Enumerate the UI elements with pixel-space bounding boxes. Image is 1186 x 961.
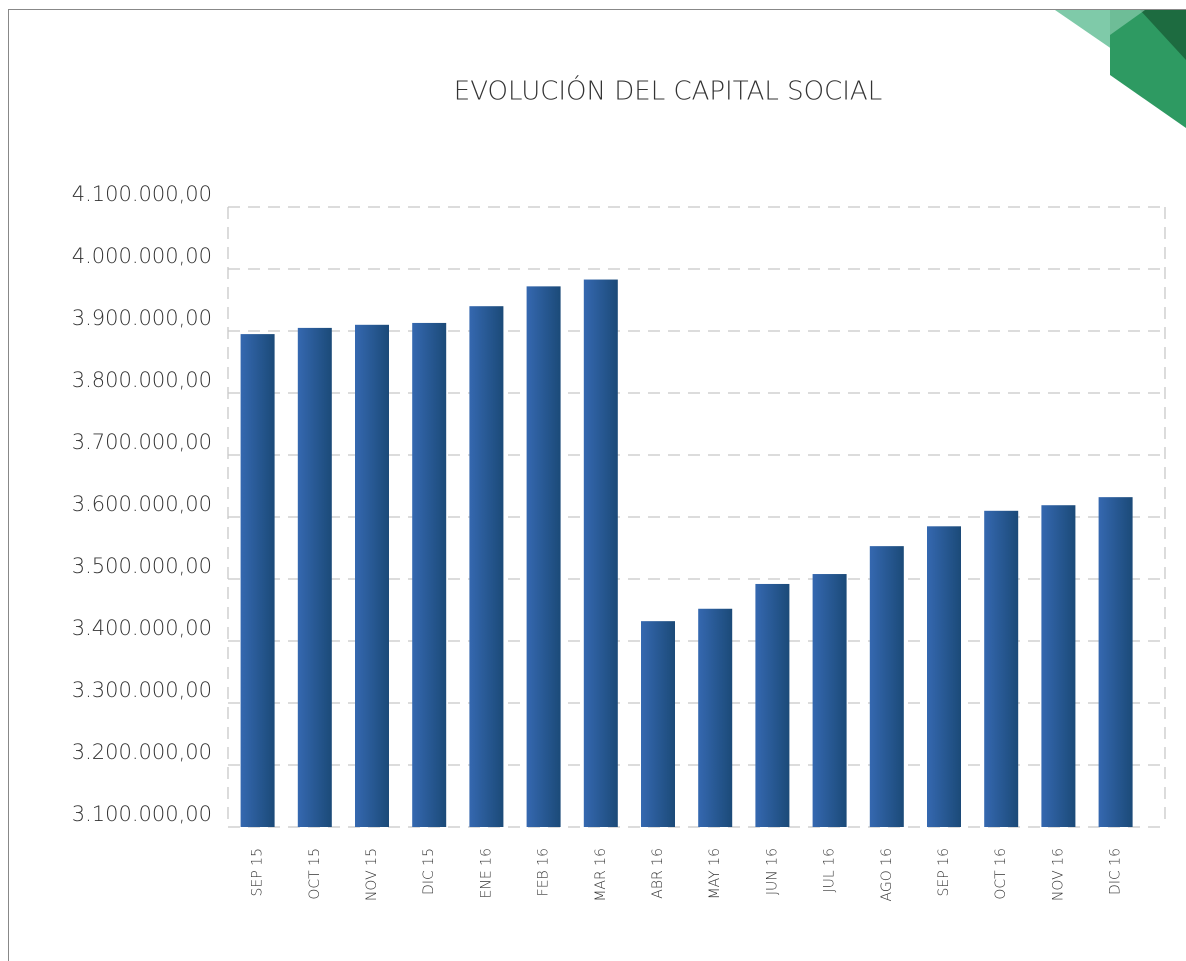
x-tick-label: DIC 16: [1108, 848, 1124, 895]
bar: [583, 279, 618, 827]
y-tick-label: 4.100.000,00: [72, 182, 212, 206]
bar: [869, 546, 904, 827]
bar: [812, 574, 847, 827]
x-tick-label: JUN 16: [764, 848, 780, 895]
x-tick-label: MAR 16: [593, 848, 609, 902]
bar: [469, 306, 504, 827]
bar: [412, 322, 447, 827]
bar: [927, 526, 961, 827]
x-tick-label: OCT 15: [307, 848, 323, 900]
bar: [755, 583, 790, 827]
bar: [698, 608, 733, 827]
x-tick-label: MAY 16: [707, 848, 723, 899]
y-tick-label: 3.200.000,00: [72, 740, 212, 764]
corner-decoration: [1055, 10, 1186, 128]
x-tick-label: SEP 15: [250, 848, 266, 896]
y-tick-label: 3.100.000,00: [72, 802, 212, 826]
bar: [1098, 497, 1133, 827]
bar: [641, 621, 675, 827]
chart-title: EVOLUCIÓN DEL CAPITAL SOCIAL: [454, 75, 882, 107]
x-tick-label: OCT 16: [993, 848, 1009, 900]
x-tick-label: ENE 16: [478, 848, 494, 898]
y-tick-label: 3.800.000,00: [72, 368, 212, 392]
x-tick-label: NOV 15: [364, 848, 380, 901]
bar: [1041, 505, 1076, 827]
y-tick-label: 3.500.000,00: [72, 554, 212, 578]
bar: [355, 324, 389, 827]
bar: [526, 286, 561, 827]
bar: [984, 510, 1019, 827]
y-tick-label: 4.000.000,00: [72, 244, 212, 268]
x-tick-label: NOV 16: [1050, 848, 1066, 901]
x-tick-label: SEP 16: [936, 848, 952, 896]
x-tick-label: DIC 15: [421, 848, 437, 895]
x-tick-label: ABR 16: [650, 848, 666, 899]
y-tick-label: 3.900.000,00: [72, 306, 212, 330]
bar: [297, 327, 332, 827]
x-tick-label: FEB 16: [536, 848, 552, 896]
y-tick-label: 3.700.000,00: [72, 430, 212, 454]
y-tick-label: 3.400.000,00: [72, 616, 212, 640]
y-tick-label: 3.600.000,00: [72, 492, 212, 516]
bar: [240, 334, 275, 827]
x-tick-label: JUL 16: [822, 848, 838, 892]
x-tick-label: AGO 16: [879, 848, 895, 901]
y-tick-label: 3.300.000,00: [72, 678, 212, 702]
frame: [8, 9, 1186, 961]
